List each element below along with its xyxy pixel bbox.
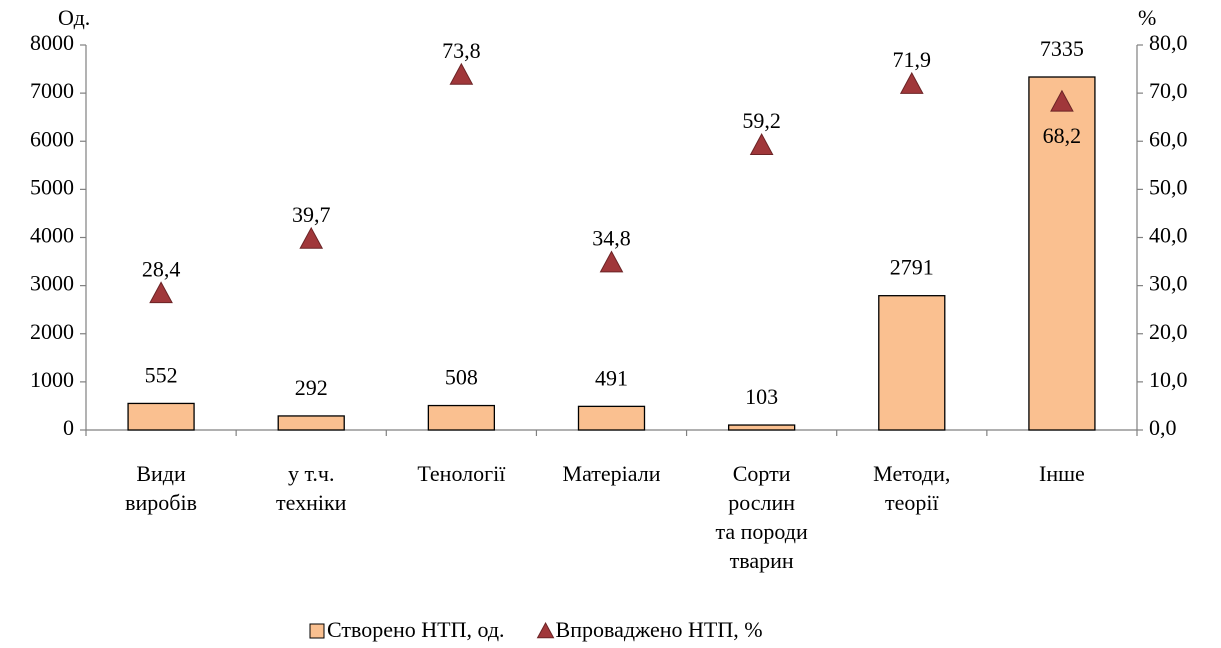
marker <box>1050 89 1074 112</box>
bar <box>127 402 195 431</box>
x-tick-label: Сорти <box>733 461 791 486</box>
y2-tick-label: 80,0 <box>1149 30 1188 55</box>
bar-value-label: 2791 <box>890 255 934 280</box>
bar <box>878 295 946 431</box>
y2-tick-label: 20,0 <box>1149 319 1188 344</box>
legend-swatch <box>536 621 555 639</box>
y2-axis-unit: % <box>1138 5 1156 30</box>
legend-swatch <box>309 623 325 639</box>
marker <box>449 62 474 85</box>
marker <box>599 250 624 273</box>
bar <box>427 404 496 431</box>
bar-value-label: 7335 <box>1040 36 1084 61</box>
legend-label: Створено НТП, од. <box>327 617 505 642</box>
y-axis-unit: Од. <box>58 5 90 30</box>
y-tick-label: 3000 <box>30 271 74 296</box>
y-tick-label: 6000 <box>30 126 74 151</box>
x-tick-label: та породи <box>716 519 808 544</box>
y-tick-label: 5000 <box>30 174 74 199</box>
marker <box>749 133 774 155</box>
x-tick-label: виробів <box>125 490 197 515</box>
y2-tick-label: 0,0 <box>1149 415 1177 440</box>
bar-value-label: 508 <box>445 365 478 390</box>
x-tick-label: рослин <box>728 490 795 515</box>
y-tick-label: 8000 <box>30 30 74 55</box>
y2-tick-label: 30,0 <box>1149 271 1188 296</box>
x-tick-label: техніки <box>276 490 347 515</box>
bar <box>1028 76 1096 431</box>
x-tick-label: Методи, <box>873 461 950 486</box>
x-tick-label: тварин <box>730 548 794 573</box>
bar <box>277 415 345 431</box>
x-tick-label: Матеріали <box>563 461 661 486</box>
marker-value-label: 68,2 <box>1043 123 1082 148</box>
y2-tick-label: 70,0 <box>1149 78 1188 103</box>
y2-tick-label: 40,0 <box>1149 223 1188 248</box>
bar-value-label: 292 <box>295 375 328 400</box>
bar-value-label: 491 <box>595 365 628 390</box>
marker-value-label: 28,4 <box>142 256 181 281</box>
y2-tick-label: 60,0 <box>1149 126 1188 151</box>
x-tick-label: теорії <box>885 490 939 515</box>
bar-value-label: 552 <box>145 362 178 387</box>
y-tick-label: 2000 <box>30 319 74 344</box>
y2-tick-label: 50,0 <box>1149 174 1188 199</box>
y-tick-label: 0 <box>63 415 74 440</box>
marker-value-label: 71,9 <box>893 47 932 72</box>
x-tick-label: Інше <box>1039 461 1085 486</box>
y2-tick-label: 10,0 <box>1149 367 1188 392</box>
marker <box>299 226 324 249</box>
marker <box>899 71 924 94</box>
bar-value-label: 103 <box>745 384 778 409</box>
marker <box>149 281 173 304</box>
y-tick-label: 1000 <box>30 367 74 392</box>
legend-label: Впроваджено НТП, % <box>556 617 763 642</box>
y-tick-label: 4000 <box>30 223 74 248</box>
x-tick-label: Тенології <box>417 461 506 486</box>
y-tick-label: 7000 <box>30 78 74 103</box>
marker-value-label: 39,7 <box>292 202 331 227</box>
bar <box>577 405 646 431</box>
marker-value-label: 34,8 <box>592 226 631 251</box>
x-tick-label: у т.ч. <box>288 461 335 486</box>
marker-value-label: 73,8 <box>442 38 481 63</box>
bar <box>727 424 796 431</box>
marker-value-label: 59,2 <box>742 108 781 133</box>
x-tick-label: Види <box>136 461 186 486</box>
